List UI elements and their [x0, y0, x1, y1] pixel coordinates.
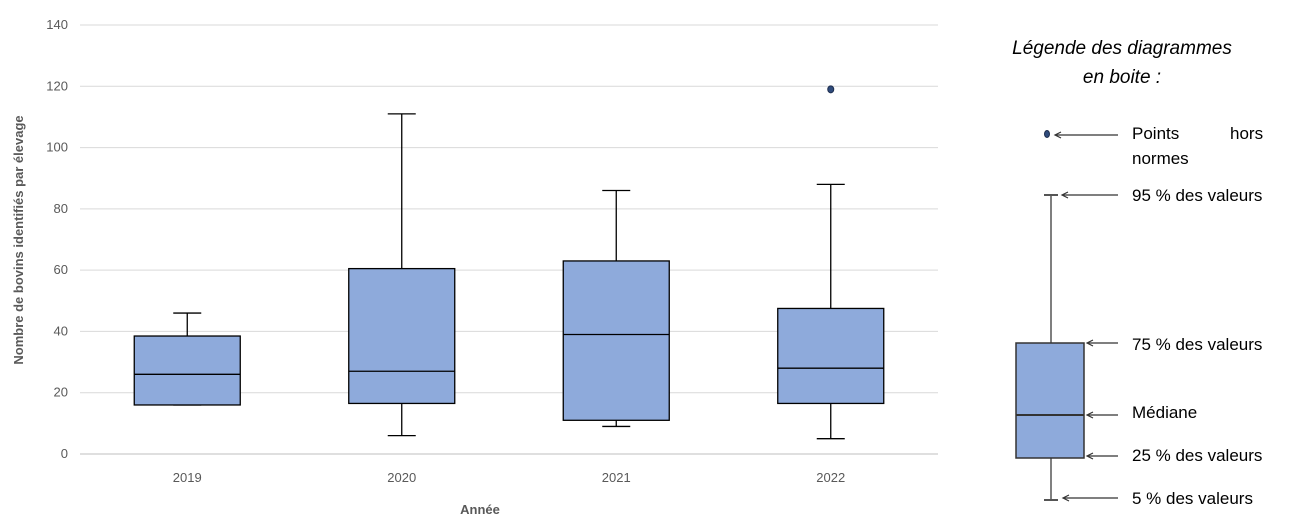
y-tick-label: 120: [46, 78, 68, 93]
y-tick-label: 100: [46, 140, 68, 155]
legend-p5-label: 5 % des valeurs: [1132, 489, 1253, 508]
legend-median-label: Médiane: [1132, 403, 1197, 422]
legend-arrows: [1053, 131, 1118, 502]
legend-p25-label: 25 % des valeurs: [1132, 446, 1262, 465]
legend-title-line1: Légende des diagrammes: [1012, 38, 1232, 59]
box-2022: [777, 307, 885, 405]
legend-outlier-marker: [1044, 130, 1050, 138]
x-axis-title: Année: [460, 502, 500, 517]
legend-outlier-label-word2: hors: [1230, 124, 1263, 143]
outlier-point: [827, 85, 835, 94]
y-tick-label: 60: [54, 262, 68, 277]
legend-outlier-label-word1: Points: [1132, 124, 1179, 143]
x-tick-label: 2020: [387, 470, 416, 485]
legend-outlier-label-line2: normes: [1132, 149, 1189, 168]
legend-box: [1015, 342, 1085, 459]
box-series: [133, 85, 885, 440]
box-2020: [348, 267, 456, 405]
y-tick-label: 20: [54, 385, 68, 400]
y-tick-label: 140: [46, 17, 68, 32]
y-tick-label: 40: [54, 323, 68, 338]
box-2019: [133, 335, 241, 406]
x-tick-label: 2019: [173, 470, 202, 485]
boxplot-chart: 0 20 40 60 80 100 120 140 2019 2020 2021 2022 Anné…: [11, 17, 938, 517]
legend-title-line2: en boite :: [1083, 67, 1161, 88]
x-tick-label: 2022: [816, 470, 845, 485]
legend-p95-label: 95 % des valeurs: [1132, 186, 1262, 205]
x-tick-label: 2021: [602, 470, 631, 485]
y-axis-ticks: 0 20 40 60 80 100 120 140: [46, 17, 68, 461]
y-tick-label: 80: [54, 201, 68, 216]
legend-p75-label: 75 % des valeurs: [1132, 335, 1262, 354]
boxplot-legend: Légende des diagrammes en boite : Points…: [1012, 38, 1263, 508]
box-2021: [562, 260, 670, 421]
y-axis-title: Nombre de bovins identifiés par élevage: [11, 115, 26, 364]
y-tick-label: 0: [61, 446, 68, 461]
x-axis-ticks: 2019 2020 2021 2022: [173, 470, 845, 485]
